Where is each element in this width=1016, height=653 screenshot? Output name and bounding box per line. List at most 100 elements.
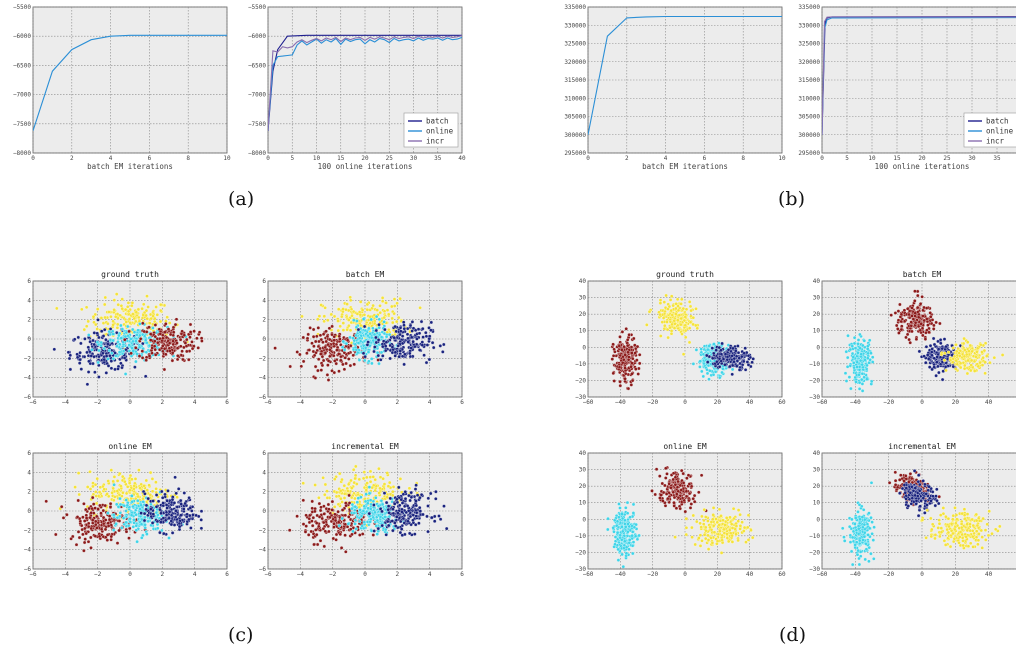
scatter-point <box>140 349 145 353</box>
scatter-point <box>928 311 932 315</box>
scatter-point <box>362 504 367 509</box>
scatter-point <box>411 513 416 517</box>
scatter-point <box>143 526 147 530</box>
cluster-cluster_maroon <box>889 289 942 345</box>
scatter-point <box>137 354 142 358</box>
scatter-point <box>368 321 372 325</box>
scatter-point <box>357 477 362 482</box>
scatter-point <box>337 369 341 373</box>
y-tick-label: 0 <box>582 344 586 351</box>
scatter-point <box>96 318 100 322</box>
scatter-point <box>850 344 855 348</box>
x-axis-label: 100 online iterations <box>318 162 413 171</box>
scatter-point <box>111 332 115 336</box>
scatter-point <box>86 370 91 374</box>
scatter-point <box>372 332 377 337</box>
scatter-point <box>117 528 121 533</box>
scatter-point <box>144 350 149 354</box>
scatter-point <box>369 357 374 361</box>
scatter-point <box>170 358 175 363</box>
scatter-point <box>77 361 82 365</box>
scatter-point <box>178 337 183 342</box>
x-tick-label: −2 <box>329 571 337 578</box>
scatter-point <box>134 346 138 350</box>
scatter-point <box>750 360 754 365</box>
scatter-point <box>907 337 911 342</box>
scatter-point <box>154 505 159 509</box>
scatter-point <box>65 512 69 517</box>
scatter-point <box>867 361 871 365</box>
scatter-point <box>85 350 89 355</box>
scatter-point <box>115 312 120 316</box>
y-tick-label: −4 <box>259 375 267 382</box>
scatter-point <box>323 492 327 497</box>
scatter-point <box>301 359 306 364</box>
scatter-point <box>689 308 693 313</box>
scatter-point <box>396 344 400 348</box>
scatter-point <box>153 347 157 352</box>
scatter-point <box>187 517 191 522</box>
scatter-point <box>866 356 870 360</box>
scatter-point <box>717 356 722 361</box>
scatter-point <box>81 515 85 519</box>
scatter-point <box>96 507 100 511</box>
scatter-point <box>298 352 302 357</box>
scatter-point <box>688 320 693 324</box>
scatter-point <box>166 327 171 331</box>
scatter-point <box>87 333 91 337</box>
scatter-point <box>421 512 425 517</box>
scatter-point <box>144 308 149 313</box>
x-axis-label: batch EM iterations <box>87 162 173 171</box>
scatter-point <box>426 529 430 534</box>
scatter-point <box>140 306 144 311</box>
scatter-point <box>155 526 160 531</box>
scatter-point <box>321 358 326 363</box>
scatter-point <box>860 371 865 376</box>
scatter-point <box>153 334 158 339</box>
scatter-point <box>378 475 383 479</box>
scatter-point <box>348 295 352 300</box>
scatter-point <box>633 343 637 347</box>
scatter-point <box>658 301 663 305</box>
scatter-point <box>852 335 857 340</box>
scatter-point <box>158 308 163 313</box>
scatter-point <box>97 348 101 353</box>
scatter-point <box>354 464 358 469</box>
x-tick-label: 10 <box>313 155 321 162</box>
scatter-point <box>164 503 169 507</box>
scatter-point <box>431 345 436 350</box>
scatter-point <box>358 300 363 304</box>
y-tick-label: −8000 <box>248 150 266 157</box>
scatter-point <box>362 324 367 329</box>
scatter-point <box>942 337 947 341</box>
scatter-point <box>331 536 336 541</box>
scatter-point <box>83 337 87 341</box>
scatter-point <box>186 332 191 337</box>
scatter-point <box>123 337 127 342</box>
scatter-point <box>338 324 342 329</box>
scatter-point <box>402 521 407 525</box>
y-tick-label: 6 <box>262 278 266 285</box>
scatter-point <box>317 501 322 506</box>
scatter-point <box>902 308 907 313</box>
scatter-point <box>340 516 344 521</box>
scatter-point <box>383 327 387 332</box>
scatter-point <box>931 336 936 341</box>
y-tick-label: −5500 <box>13 4 31 11</box>
scatter-point <box>313 483 317 487</box>
scatter-point <box>105 492 109 496</box>
plot-marks <box>52 292 204 387</box>
scatter-point <box>676 308 681 313</box>
scatter-point <box>674 312 678 316</box>
scatter-point <box>175 341 179 345</box>
cluster-cluster_yellow <box>645 293 709 356</box>
scatter-point <box>351 467 356 472</box>
y-tick-label: −6 <box>259 566 267 573</box>
scatter-point <box>363 499 368 504</box>
scatter-point <box>144 330 149 334</box>
scatter-point <box>364 492 368 496</box>
scatter-point <box>418 509 423 513</box>
scatter-point <box>343 522 348 527</box>
scatter-point <box>326 378 331 382</box>
scatter-point <box>337 471 342 476</box>
